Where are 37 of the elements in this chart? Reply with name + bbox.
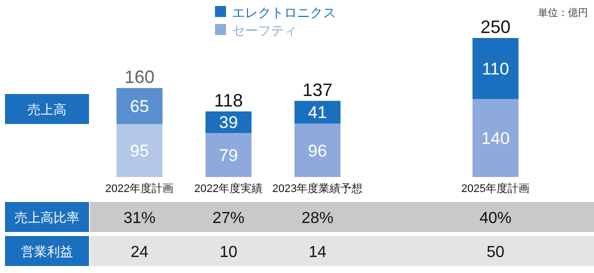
data-label: 110 (482, 60, 510, 79)
data-label: 65 (130, 97, 149, 116)
total-label: 137 (302, 80, 333, 100)
bar (206, 133, 252, 177)
total-label: 160 (124, 67, 155, 88)
text: 24 (130, 244, 148, 261)
bar (294, 100, 340, 124)
text: 50 (486, 244, 504, 261)
legend-label: セーフティ (232, 23, 297, 38)
legend-label: エレクトロニクス (232, 5, 336, 20)
data-label: 41 (308, 103, 327, 122)
bar (472, 99, 518, 177)
text: 営業利益 (21, 244, 73, 259)
total-label: 250 (480, 17, 511, 37)
data-label: 39 (219, 113, 238, 132)
text: 27% (212, 210, 245, 227)
total-label: 118 (214, 90, 243, 110)
x-tick-label: 2022年度実績 (194, 182, 263, 195)
x-tick-label: 2025年度計画 (461, 182, 530, 195)
y-axis-title: 売上高 (28, 102, 66, 117)
bar (294, 124, 340, 177)
data-label: 79 (219, 146, 238, 166)
bar (472, 38, 518, 100)
data-label: 140 (481, 129, 510, 148)
x-tick-label: 2023年度業績予想 (272, 182, 363, 195)
text: 10 (220, 244, 238, 261)
data-label: 96 (308, 141, 327, 160)
text: 14 (308, 244, 326, 261)
bar (116, 124, 162, 177)
text: 28% (301, 210, 334, 227)
bar (116, 88, 162, 124)
x-tick-label: 2022年度計画 (105, 182, 174, 195)
text: 31% (123, 210, 156, 227)
text: 売上高比率 (14, 210, 80, 225)
data-label: 95 (130, 142, 149, 161)
text: 単位：億円 (538, 7, 588, 19)
text: 40% (479, 210, 512, 227)
